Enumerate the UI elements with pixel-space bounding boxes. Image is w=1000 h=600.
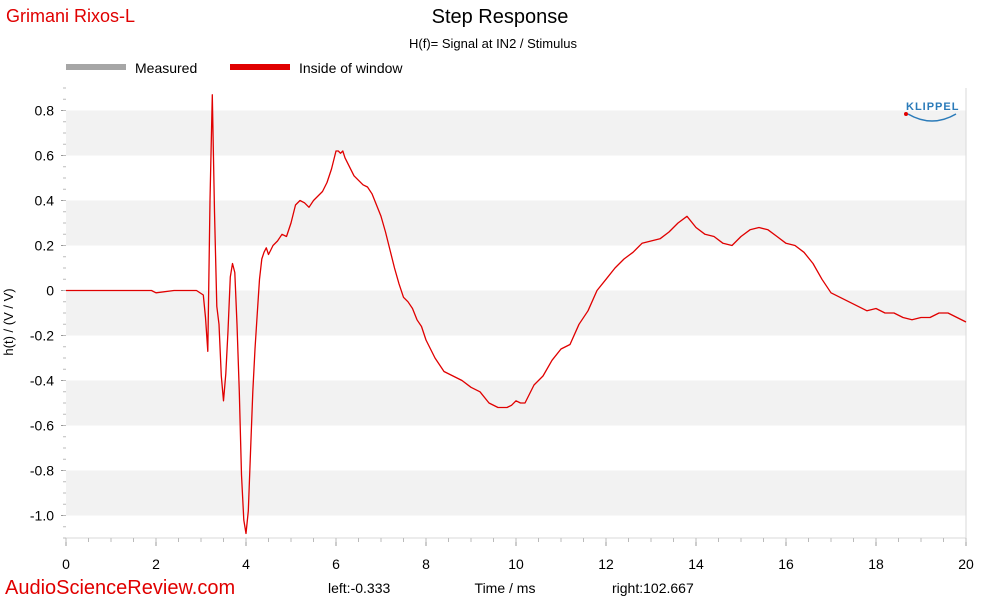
x-axis: 0 2 4 6 8 10 12 14 16 18 20 — [62, 538, 974, 572]
klippel-logo-dot — [904, 112, 908, 116]
grid-band — [66, 380, 966, 426]
x-tick-label: 16 — [778, 556, 794, 572]
x-tick-label: 0 — [62, 556, 70, 572]
footer-left-text: left:-0.333 — [328, 580, 390, 596]
x-tick-label: 6 — [332, 556, 340, 572]
x-tick-label: 4 — [242, 556, 250, 572]
brand-title: Grimani Rixos-L — [6, 6, 135, 26]
chart-subtitle: H(f)= Signal at IN2 / Stimulus — [409, 36, 577, 51]
x-tick-label: 2 — [152, 556, 160, 572]
x-axis-label: Time / ms — [475, 580, 536, 596]
y-tick-label: -1.0 — [30, 508, 54, 524]
grid-band — [66, 290, 966, 336]
x-tick-label: 10 — [508, 556, 524, 572]
legend-label: Measured — [135, 60, 197, 76]
legend-swatch — [230, 64, 290, 70]
y-tick-label: -0.6 — [30, 418, 54, 434]
watermark: AudioScienceReview.com — [5, 577, 235, 599]
y-tick-label: 0.6 — [35, 148, 55, 164]
klippel-logo: KLIPPEL — [904, 101, 959, 122]
x-tick-label: 20 — [958, 556, 974, 572]
grid-band — [66, 470, 966, 516]
grid-band — [66, 110, 966, 156]
legend: Measured Inside of window — [66, 60, 403, 76]
y-tick-label: 0.4 — [35, 193, 55, 209]
legend-swatch — [66, 64, 126, 70]
footer-right-text: right:102.667 — [612, 580, 694, 596]
legend-label: Inside of window — [299, 60, 403, 76]
series-line — [66, 94, 967, 535]
grid-band — [66, 200, 966, 246]
y-tick-label: -0.4 — [30, 373, 54, 389]
klippel-logo-swoosh — [907, 113, 957, 122]
y-tick-label: 0.8 — [35, 103, 55, 119]
klippel-logo-text: KLIPPEL — [906, 101, 959, 113]
y-axis: 0.8 0.6 0.4 0.2 0 -0.2 -0.4 -0.6 -0.8 -1.0 — [30, 87, 66, 539]
series-lines — [66, 94, 967, 535]
x-tick-label: 18 — [868, 556, 884, 572]
y-tick-label: -0.2 — [30, 328, 54, 344]
y-axis-label: h(t) / (V / V) — [1, 288, 16, 355]
y-tick-label: -0.8 — [30, 463, 54, 479]
y-tick-label: 0 — [46, 283, 54, 299]
chart-title: Step Response — [432, 6, 569, 28]
y-tick-label: 0.2 — [35, 238, 55, 254]
x-tick-label: 12 — [598, 556, 614, 572]
x-tick-label: 8 — [422, 556, 430, 572]
grid-bands — [66, 88, 967, 539]
x-tick-label: 14 — [688, 556, 704, 572]
